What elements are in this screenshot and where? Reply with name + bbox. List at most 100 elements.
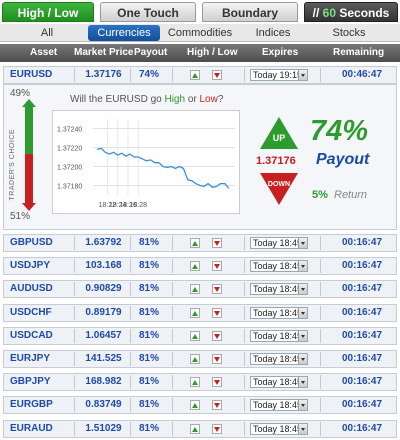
expiry-select[interactable]: Today 18:45: [250, 376, 308, 389]
chevron-down-icon: [298, 423, 307, 434]
low-arrow-icon[interactable]: [212, 377, 222, 388]
col-payout: Payout: [134, 47, 168, 58]
return-label: Return: [334, 189, 368, 201]
high-arrow-icon[interactable]: [190, 307, 200, 318]
top-tabs: High / Low One Touch Boundary // 60 Seco…: [0, 0, 400, 24]
x-tick-label: 18:24: [109, 202, 127, 209]
high-arrow-icon[interactable]: [190, 330, 200, 341]
high-arrow-icon[interactable]: [190, 400, 200, 411]
tab-one-touch[interactable]: One Touch: [100, 2, 196, 22]
high-arrow-icon[interactable]: [190, 261, 200, 272]
up-button[interactable]: UP: [260, 117, 298, 149]
low-arrow-icon[interactable]: [212, 400, 222, 411]
tab-currencies[interactable]: Currencies: [88, 25, 160, 41]
chevron-down-icon: [298, 307, 307, 318]
asset-name: USDJPY: [10, 260, 51, 272]
tab-60-prefix: //: [312, 6, 320, 20]
chevron-down-icon: [298, 400, 307, 411]
tab-stocks[interactable]: Stocks: [332, 27, 366, 39]
expiry-select[interactable]: Today 18:45: [250, 306, 308, 319]
expiry-select[interactable]: Today 18:45: [250, 260, 308, 273]
low-arrow-icon[interactable]: [212, 261, 222, 272]
expiry-select[interactable]: Today 18:45: [250, 283, 308, 296]
payout-percentage: 74%: [310, 115, 369, 147]
traders-choice-bar: [22, 99, 36, 211]
high-arrow-icon[interactable]: [190, 354, 200, 364]
low-arrow-icon[interactable]: [212, 70, 222, 80]
low-arrow-icon[interactable]: [212, 423, 222, 434]
expiry-select[interactable]: Today 18:45: [250, 422, 308, 435]
low-arrow-icon[interactable]: [212, 238, 222, 248]
tab-60-seconds[interactable]: // 60 Seconds: [304, 2, 398, 22]
high-arrow-icon[interactable]: [190, 377, 200, 388]
table-row[interactable]: GBPUSD 1.63792 81% Today 18:45 00:16:47: [3, 234, 397, 252]
col-high-low: High / Low: [187, 47, 238, 58]
tab-high-low[interactable]: High / Low: [2, 2, 94, 22]
high-arrow-icon[interactable]: [190, 284, 200, 295]
table-row[interactable]: GBPJPY 168.982 81% Today 18:45 00:16:47: [3, 373, 397, 392]
high-arrow-icon[interactable]: [190, 238, 200, 248]
low-arrow-icon[interactable]: [212, 330, 222, 341]
high-arrow-icon[interactable]: [190, 70, 200, 80]
y-tick-label: 1.37220: [57, 146, 82, 153]
market-price: 141.525: [85, 353, 122, 364]
tab-60-number: 60: [322, 6, 336, 20]
price-chart: 1.37240 1.37220 1.37200 1.37180 18:22 18:24 18…: [52, 110, 240, 214]
remaining-time: 00:16:47: [341, 329, 383, 341]
chevron-down-icon: [298, 284, 307, 295]
expiry-select[interactable]: Today 18:45: [250, 329, 308, 342]
table-row[interactable]: USDCHF 0.89179 81% Today 18:45 00:16:47: [3, 303, 397, 322]
low-arrow-icon[interactable]: [212, 307, 222, 318]
high-arrow-icon[interactable]: [190, 423, 200, 434]
chevron-down-icon: [298, 330, 307, 341]
tab-boundary[interactable]: Boundary: [202, 2, 298, 22]
chevron-down-icon: [298, 377, 307, 388]
asset-name: EURUSD: [10, 69, 53, 80]
tab-indices[interactable]: Indices: [255, 27, 291, 39]
table-row[interactable]: USDCAD 1.06457 81% Today 18:45 00:16:47: [3, 326, 397, 345]
payout-label: Payout: [316, 151, 370, 168]
table-row[interactable]: EURJPY 141.525 81% Today 18:45 00:16:47: [3, 350, 397, 368]
col-asset: Asset: [30, 47, 58, 58]
price-line: [96, 147, 230, 189]
col-market-price: Market Price: [74, 47, 134, 58]
down-button[interactable]: DOWN: [260, 173, 298, 205]
market-price: 1.06457: [85, 329, 122, 341]
chevron-down-icon: [298, 70, 307, 80]
asset-name: EURAUD: [10, 422, 53, 434]
table-row[interactable]: EURAUD 1.51029 81% Today 18:45 00:16:47: [3, 419, 397, 438]
expiry-value: Today 18:45: [253, 284, 303, 295]
question-prefix: Will the EURUSD go: [70, 94, 165, 105]
tab-all[interactable]: All: [40, 27, 54, 39]
tab-60-rest: Seconds: [339, 6, 390, 20]
expiry-select[interactable]: Today 18:45: [250, 353, 308, 365]
traders-choice-low-pct: 51%: [10, 211, 31, 222]
asset-name: AUDUSD: [10, 283, 53, 295]
low-arrow-icon[interactable]: [212, 284, 222, 295]
trade-question: Will the EURUSD go High or Low?: [70, 94, 223, 105]
traders-choice-label: TRADER'S CHOICE: [9, 129, 16, 201]
x-tick-label: 18:22: [99, 202, 117, 209]
y-tick-label: 1.37180: [57, 184, 82, 191]
expiry-select[interactable]: Today 18:45: [250, 237, 308, 249]
expiry-select[interactable]: Today 18:45: [250, 399, 308, 412]
table-row[interactable]: AUDUSD 0.90829 81% Today 18:45 00:16:47: [3, 280, 397, 299]
expiry-select[interactable]: Today 19:15: [250, 69, 308, 81]
asset-name: USDCAD: [10, 329, 53, 341]
expiry-value: Today 18:45: [253, 261, 303, 272]
market-price: 0.90829: [85, 283, 122, 295]
market-price: 168.982: [85, 376, 122, 388]
asset-name: EURGBP: [10, 399, 53, 411]
low-arrow-icon[interactable]: [212, 354, 222, 364]
x-tick-label: 18:28: [130, 202, 148, 209]
chevron-down-icon: [298, 354, 307, 364]
remaining-time: 00:46:47: [341, 69, 383, 80]
market-price: 0.89179: [85, 306, 122, 318]
table-row[interactable]: EURGBP 0.83749 81% Today 18:45 00:16:47: [3, 396, 397, 415]
table-row-selected[interactable]: EURUSD 1.37176 74% Today 19:15 00:46:47: [3, 66, 397, 84]
table-row[interactable]: USDJPY 103.168 81% Today 18:45 00:16:47: [3, 257, 397, 276]
asset-name: EURJPY: [10, 353, 51, 364]
expiry-value: Today 19:15: [253, 70, 303, 80]
tab-commodities[interactable]: Commodities: [167, 27, 233, 39]
chevron-down-icon: [298, 238, 307, 248]
